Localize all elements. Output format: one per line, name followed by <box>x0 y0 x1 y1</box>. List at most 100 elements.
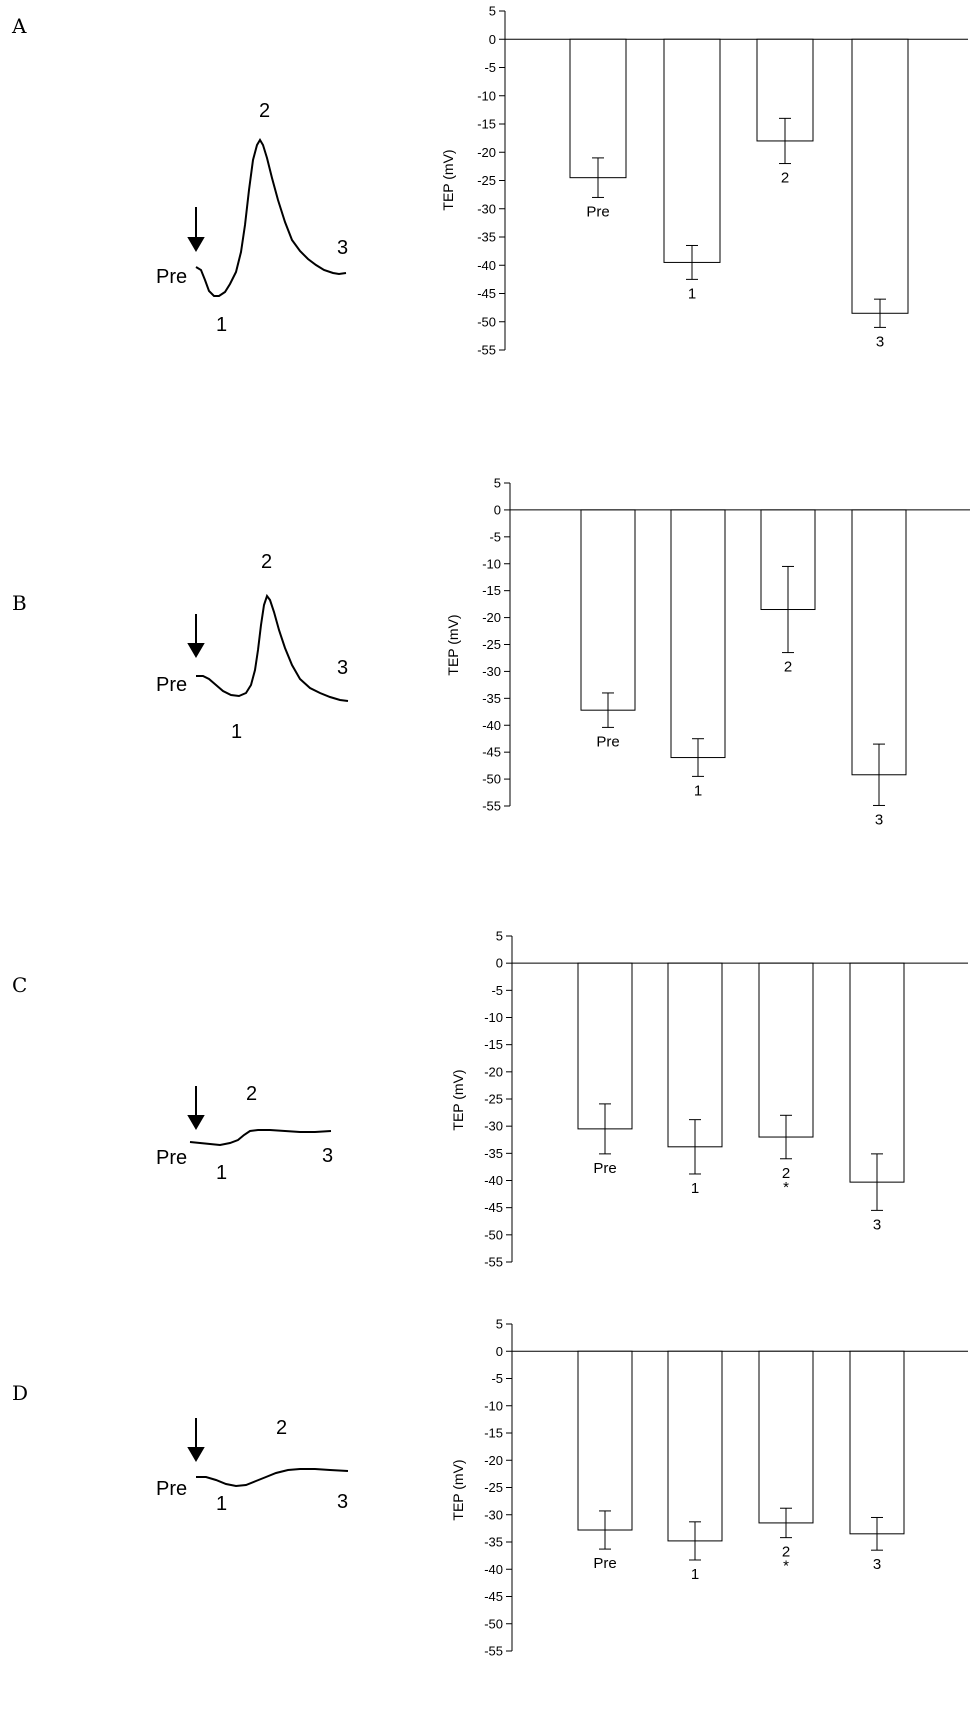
bar-chart-d: 5 0 -5 -10 -15 -20 -25 -30 -35 -40 -45 -50 -55 TEP (m… <box>450 1317 968 1659</box>
y-tick-label: -55 <box>477 343 496 358</box>
trace-c-line <box>189 1129 332 1147</box>
bar-category-label: 2 <box>782 1544 790 1561</box>
bar <box>667 962 723 1148</box>
y-tick-label: -5 <box>489 529 501 544</box>
bar <box>670 509 726 759</box>
bar <box>758 1350 814 1524</box>
y-tick-label: -55 <box>484 1255 503 1270</box>
y-tick-label: -30 <box>484 1507 503 1522</box>
bar <box>849 962 905 1183</box>
y-axis-title: TEP (mV) <box>445 614 461 675</box>
bar-category-label: 1 <box>694 782 702 799</box>
y-tick-label: -50 <box>477 314 496 329</box>
y-tick-label: -35 <box>484 1146 503 1161</box>
trace-c: Pre 1 2 3 <box>156 1083 333 1184</box>
trace-label-pre: Pre <box>156 1147 187 1169</box>
trace-label-2: 2 <box>246 1083 257 1105</box>
y-tick-label: -20 <box>477 145 496 160</box>
trace-label-3: 3 <box>322 1145 333 1167</box>
y-tick-label: -30 <box>484 1119 503 1134</box>
arrow-icon <box>187 207 205 252</box>
bar-category-label: 2 <box>781 170 789 187</box>
trace-label-1: 1 <box>216 1493 227 1515</box>
trace-b: Pre 1 2 3 <box>156 551 348 743</box>
y-tick-label: -30 <box>477 201 496 216</box>
bar-category-label: Pre <box>593 1555 616 1572</box>
bar <box>851 38 909 314</box>
bar-category-label: 1 <box>691 1566 699 1583</box>
y-tick-label: -40 <box>477 258 496 273</box>
y-tick-label: -15 <box>482 583 501 598</box>
trace-label-pre: Pre <box>156 674 187 696</box>
y-tick-label: 0 <box>489 32 496 47</box>
y-tick-label: -15 <box>484 1037 503 1052</box>
bar <box>663 38 721 263</box>
panel-b: B Pre 1 2 3 5 0 -5 -10 -15 -20 -25 -30 -35 -40 -45… <box>12 476 970 828</box>
y-axis-title: TEP (mV) <box>450 1459 466 1520</box>
bar <box>849 1350 905 1535</box>
trace-label-1: 1 <box>216 314 227 336</box>
bar-category-label: 3 <box>875 811 883 828</box>
bar-category-label: 1 <box>691 1180 699 1197</box>
y-tick-label: -20 <box>482 610 501 625</box>
y-tick-label: -50 <box>484 1616 503 1631</box>
trace-a-line <box>195 138 347 297</box>
panel-d: D Pre 1 2 3 5 0 -5 -10 -15 -20 -25 -30 -35 -40 -45… <box>12 1317 968 1659</box>
y-tick-label: -30 <box>482 664 501 679</box>
trace-d-line <box>196 1468 349 1488</box>
bar <box>569 38 627 179</box>
arrow-icon <box>187 1086 205 1130</box>
bar-chart-b: 5 0 -5 -10 -15 -20 -25 -30 -35 -40 -45 -50 -55 TEP (m… <box>445 476 970 828</box>
bar-category-label: 2 <box>784 659 792 676</box>
y-tick-label: -50 <box>482 772 501 787</box>
y-tick-label: -35 <box>482 691 501 706</box>
y-tick-label: -25 <box>482 637 501 652</box>
arrow-icon <box>187 1418 205 1462</box>
y-tick-label: -35 <box>477 230 496 245</box>
bar-chart-a: 5 0 -5 -10 -15 -20 -25 -30 -35 -40 -45 -50 -55 TEP (m… <box>440 4 968 358</box>
bar-category-label: 3 <box>876 333 884 350</box>
y-tick-label: -10 <box>482 556 501 571</box>
y-tick-label: -10 <box>484 1398 503 1413</box>
panel-c: C Pre 1 2 3 5 0 -5 -10 -15 -20 -25 -30 -35 -40 -45… <box>12 929 968 1270</box>
y-tick-label: 5 <box>496 1317 503 1332</box>
y-tick-label: -45 <box>484 1589 503 1604</box>
panel-letter-a: A <box>11 14 27 38</box>
y-tick-label: 0 <box>496 1344 503 1359</box>
bar <box>580 509 636 711</box>
y-tick-label: -40 <box>484 1173 503 1188</box>
bar-category-label: 3 <box>873 1556 881 1573</box>
y-tick-label: -50 <box>484 1227 503 1242</box>
trace-label-3: 3 <box>337 1491 348 1513</box>
bar <box>758 962 814 1138</box>
trace-label-2: 2 <box>276 1417 287 1439</box>
panel-letter-d: D <box>12 1381 28 1405</box>
trace-b-line <box>196 593 349 702</box>
bar-chart-c: 5 0 -5 -10 -15 -20 -25 -30 -35 -40 -45 -50 -55 TEP (m… <box>450 929 968 1270</box>
bar-category-label: 2 <box>782 1165 790 1182</box>
y-axis-title: TEP (mV) <box>440 149 456 210</box>
y-tick-label: -25 <box>484 1092 503 1107</box>
y-tick-label: -25 <box>484 1480 503 1495</box>
trace-label-2: 2 <box>261 551 272 573</box>
bar-category-label: Pre <box>586 203 609 220</box>
y-tick-label: -10 <box>477 88 496 103</box>
bar <box>577 1350 633 1531</box>
bar <box>577 962 633 1130</box>
y-tick-label: -45 <box>482 745 501 760</box>
panel-letter-b: B <box>12 591 27 615</box>
y-tick-label: -20 <box>484 1453 503 1468</box>
y-tick-label: -15 <box>477 117 496 132</box>
bar <box>667 1350 723 1542</box>
y-tick-label: -45 <box>484 1200 503 1215</box>
y-tick-label: 0 <box>496 956 503 971</box>
y-tick-label: -40 <box>482 718 501 733</box>
trace-label-1: 1 <box>216 1162 227 1184</box>
y-tick-label: -15 <box>484 1426 503 1441</box>
bar-category-label: Pre <box>596 733 619 750</box>
significance-marker: * <box>783 1179 789 1196</box>
y-tick-label: -20 <box>484 1064 503 1079</box>
y-tick-label: -35 <box>484 1535 503 1550</box>
y-tick-label: -40 <box>484 1562 503 1577</box>
